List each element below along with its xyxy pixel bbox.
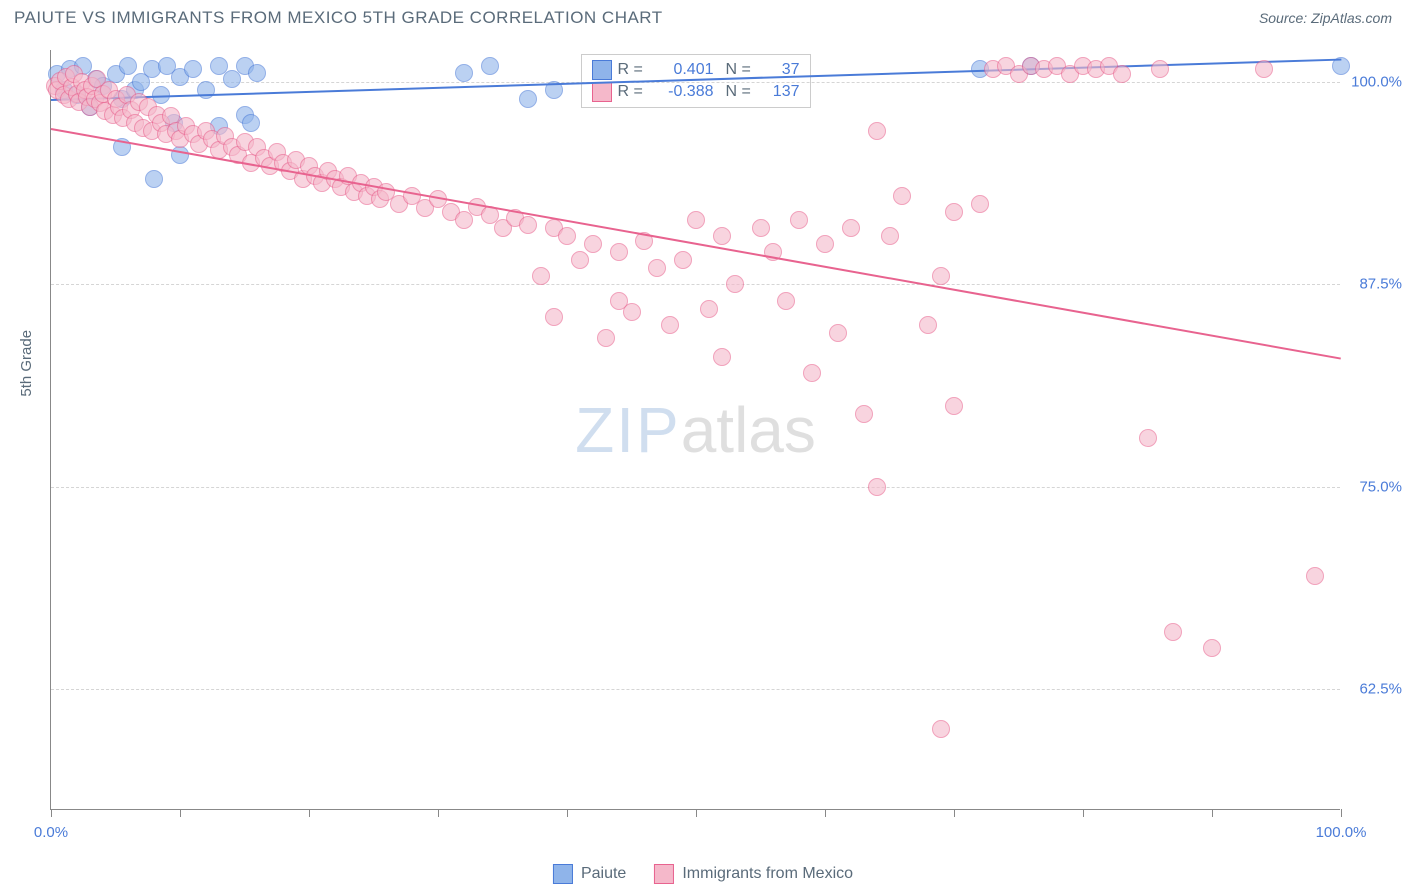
legend-label: Immigrants from Mexico (682, 865, 853, 883)
watermark: ZIPatlas (575, 393, 816, 467)
legend-label: Paiute (581, 865, 626, 883)
data-point (532, 267, 550, 285)
legend-r-label: R = (618, 61, 650, 79)
x-tick-label: 100.0% (1316, 824, 1367, 841)
legend-swatch (592, 60, 612, 80)
legend-r-value: 0.401 (656, 61, 714, 79)
data-point (945, 397, 963, 415)
data-point (816, 235, 834, 253)
data-point (868, 122, 886, 140)
x-tick (825, 809, 826, 817)
data-point (545, 308, 563, 326)
legend-item: Paiute (553, 864, 626, 884)
x-tick (438, 809, 439, 817)
legend-n-label: N = (726, 83, 758, 101)
data-point (1113, 65, 1131, 83)
y-tick-label: 100.0% (1347, 74, 1402, 91)
x-tick (954, 809, 955, 817)
x-tick (1083, 809, 1084, 817)
watermark-part1: ZIP (575, 394, 681, 466)
data-point (752, 219, 770, 237)
data-point (558, 227, 576, 245)
data-point (855, 405, 873, 423)
data-point (145, 170, 163, 188)
x-tick-label: 0.0% (34, 824, 68, 841)
data-point (184, 60, 202, 78)
x-tick (180, 809, 181, 817)
legend-swatch (592, 82, 612, 102)
data-point (945, 203, 963, 221)
data-point (648, 259, 666, 277)
x-tick (1212, 809, 1213, 817)
data-point (713, 227, 731, 245)
data-point (197, 81, 215, 99)
regression-line (51, 128, 1341, 360)
data-point (519, 216, 537, 234)
x-tick (1341, 809, 1342, 817)
data-point (119, 57, 137, 75)
data-point (777, 292, 795, 310)
data-point (700, 300, 718, 318)
watermark-part2: atlas (681, 394, 816, 466)
data-point (1306, 567, 1324, 585)
data-point (674, 251, 692, 269)
gridline-h (51, 82, 1340, 83)
chart-title: PAIUTE VS IMMIGRANTS FROM MEXICO 5TH GRA… (14, 8, 663, 28)
y-tick-label: 87.5% (1347, 276, 1402, 293)
data-point (597, 329, 615, 347)
data-point (1255, 60, 1273, 78)
data-point (971, 195, 989, 213)
data-point (881, 227, 899, 245)
data-point (790, 211, 808, 229)
x-tick (696, 809, 697, 817)
data-point (868, 478, 886, 496)
legend-r-label: R = (618, 83, 650, 101)
gridline-h (51, 284, 1340, 285)
data-point (687, 211, 705, 229)
legend-row: R = -0.388 N = 137 (592, 81, 800, 103)
legend-swatch (553, 864, 573, 884)
data-point (248, 64, 266, 82)
x-tick (51, 809, 52, 817)
y-axis-label: 5th Grade (18, 330, 35, 397)
data-point (584, 235, 602, 253)
gridline-h (51, 689, 1340, 690)
data-point (893, 187, 911, 205)
data-point (1203, 639, 1221, 657)
data-point (661, 316, 679, 334)
x-tick (309, 809, 310, 817)
data-point (623, 303, 641, 321)
source-attribution: Source: ZipAtlas.com (1259, 10, 1392, 26)
gridline-h (51, 487, 1340, 488)
data-point (610, 243, 628, 261)
data-point (713, 348, 731, 366)
chart-plot-area: ZIPatlas R =0.401N =37R =-0.388N =137 62… (50, 50, 1340, 810)
data-point (932, 267, 950, 285)
legend-r-value: -0.388 (656, 83, 714, 101)
y-tick-label: 62.5% (1347, 680, 1402, 697)
x-tick (567, 809, 568, 817)
data-point (481, 57, 499, 75)
data-point (571, 251, 589, 269)
y-tick-label: 75.0% (1347, 478, 1402, 495)
data-point (1164, 623, 1182, 641)
data-point (519, 90, 537, 108)
legend-item: Immigrants from Mexico (654, 864, 853, 884)
data-point (242, 114, 260, 132)
data-point (932, 720, 950, 738)
series-legend: Paiute Immigrants from Mexico (553, 864, 853, 884)
data-point (455, 64, 473, 82)
legend-n-value: 137 (764, 83, 800, 101)
header: PAIUTE VS IMMIGRANTS FROM MEXICO 5TH GRA… (0, 0, 1406, 32)
data-point (1151, 60, 1169, 78)
legend-swatch (654, 864, 674, 884)
data-point (829, 324, 847, 342)
data-point (803, 364, 821, 382)
data-point (1139, 429, 1157, 447)
data-point (171, 146, 189, 164)
data-point (919, 316, 937, 334)
data-point (726, 275, 744, 293)
data-point (842, 219, 860, 237)
